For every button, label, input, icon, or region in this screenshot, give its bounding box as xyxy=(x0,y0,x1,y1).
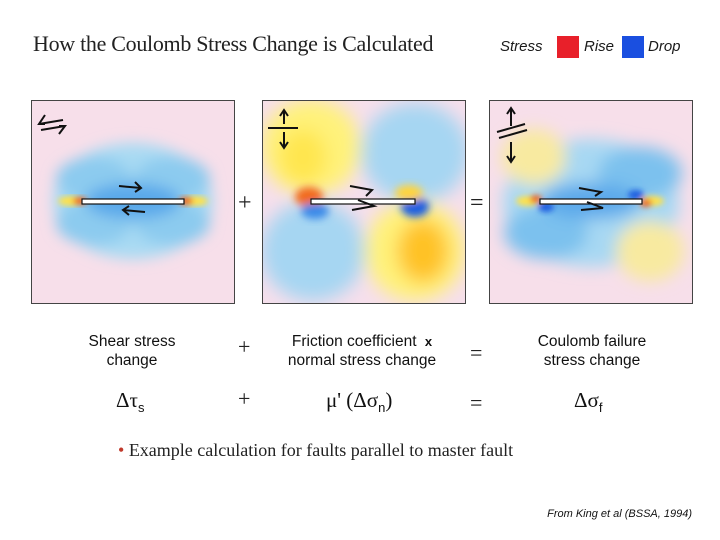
f-subscript: f xyxy=(598,400,603,415)
delta-tau-text: Δτ xyxy=(116,388,138,412)
plus-operator-top: + xyxy=(238,190,252,216)
bullet-dot: • xyxy=(118,440,125,460)
close-paren-text: ) xyxy=(385,388,393,412)
coulomb-label-line2: stress change xyxy=(543,352,641,369)
normal-stress-panel xyxy=(262,100,466,304)
legend-drop-swatch xyxy=(622,36,644,58)
mu-prime-text: μ' (Δσ xyxy=(326,388,379,412)
equals-operator-top: = xyxy=(470,190,484,216)
shear-stress-panel xyxy=(31,100,235,304)
coulomb-label-line1: Coulomb failure xyxy=(537,333,647,350)
delta-sigma-f-symbol: Δσf xyxy=(574,388,602,415)
mu-delta-sigma-symbol: μ' (Δσn) xyxy=(326,388,392,415)
equals-operator-labels: = xyxy=(470,340,483,365)
friction-label-line2: normal stress change xyxy=(287,352,437,369)
legend-drop-label: Drop xyxy=(648,38,681,55)
tau-subscript: s xyxy=(137,400,145,415)
source-citation: From King et al (BSSA, 1994) xyxy=(547,508,692,520)
n-subscript: n xyxy=(378,400,386,415)
shear-label-line1: Shear stress xyxy=(88,333,176,350)
plus-operator-equation: + xyxy=(238,386,251,411)
shear-label-line2: change xyxy=(106,352,158,369)
page-title: How the Coulomb Stress Change is Calcula… xyxy=(33,31,434,56)
legend-rise-label: Rise xyxy=(584,38,615,55)
friction-label-line1: Friction coefficient xyxy=(291,333,417,350)
equals-operator-equation: = xyxy=(470,390,483,415)
coulomb-stress-panel xyxy=(489,100,693,304)
delta-sigma-text: Δσ xyxy=(574,388,599,412)
legend-rise-swatch xyxy=(557,36,579,58)
delta-tau-symbol: Δτs xyxy=(116,388,144,415)
friction-label: Friction coefficient x normal stress cha… xyxy=(272,332,452,370)
shear-stress-label: Shear stress change xyxy=(72,332,192,370)
legend-stress-label: Stress xyxy=(500,38,543,55)
plus-operator-labels: + xyxy=(238,334,251,359)
friction-multiply-x: x xyxy=(424,334,433,349)
coulomb-label: Coulomb failure stress change xyxy=(522,332,662,370)
bullet-note: • Example calculation for faults paralle… xyxy=(118,440,513,461)
bullet-text: Example calculation for faults parallel … xyxy=(128,440,514,460)
